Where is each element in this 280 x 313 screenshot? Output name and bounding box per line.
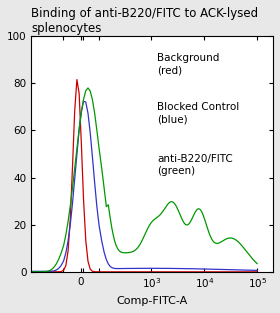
Text: Blocked Control
(blue): Blocked Control (blue) bbox=[157, 102, 239, 125]
X-axis label: Comp-FITC-A: Comp-FITC-A bbox=[116, 296, 188, 306]
Text: anti-B220/FITC
(green): anti-B220/FITC (green) bbox=[157, 154, 233, 176]
Text: Background
(red): Background (red) bbox=[157, 53, 220, 75]
Text: Binding of anti-B220/FITC to ACK-lysed
splenocytes: Binding of anti-B220/FITC to ACK-lysed s… bbox=[31, 7, 258, 35]
